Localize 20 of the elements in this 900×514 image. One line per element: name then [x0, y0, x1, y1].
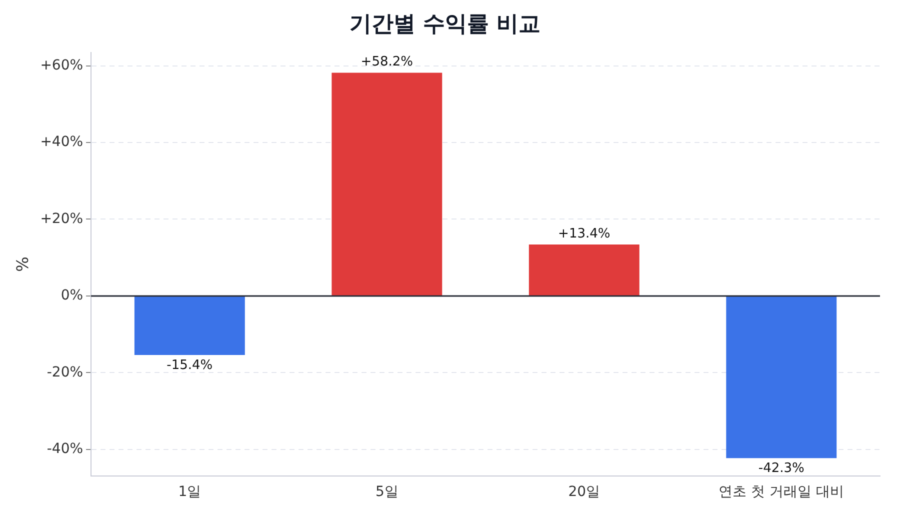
bar [134, 296, 245, 356]
data-label: -42.3% [758, 461, 804, 476]
x-tick-label: 20일 [568, 484, 600, 500]
x-tick-label: 5일 [375, 484, 398, 500]
data-label: +13.4% [558, 226, 610, 242]
x-tick-label: 1일 [178, 484, 202, 500]
y-tick-label: -40% [46, 440, 84, 457]
chart-title: 기간별 수익률 비교 [349, 12, 541, 37]
y-tick-label: 0% [60, 288, 84, 304]
y-tick-label: +20% [40, 210, 84, 227]
data-label: +58.2% [360, 54, 414, 70]
y-tick-label: -20% [46, 364, 84, 380]
y-tick-label: +40% [40, 134, 84, 150]
bar [528, 244, 640, 296]
bar [332, 72, 442, 296]
bar [726, 296, 837, 458]
data-label: -15.4% [166, 358, 213, 373]
y-axis-title: % [12, 256, 32, 272]
x-tick-label: 연초 첫 거래일 대비 [718, 484, 844, 500]
y-tick-label: +60% [40, 57, 84, 74]
